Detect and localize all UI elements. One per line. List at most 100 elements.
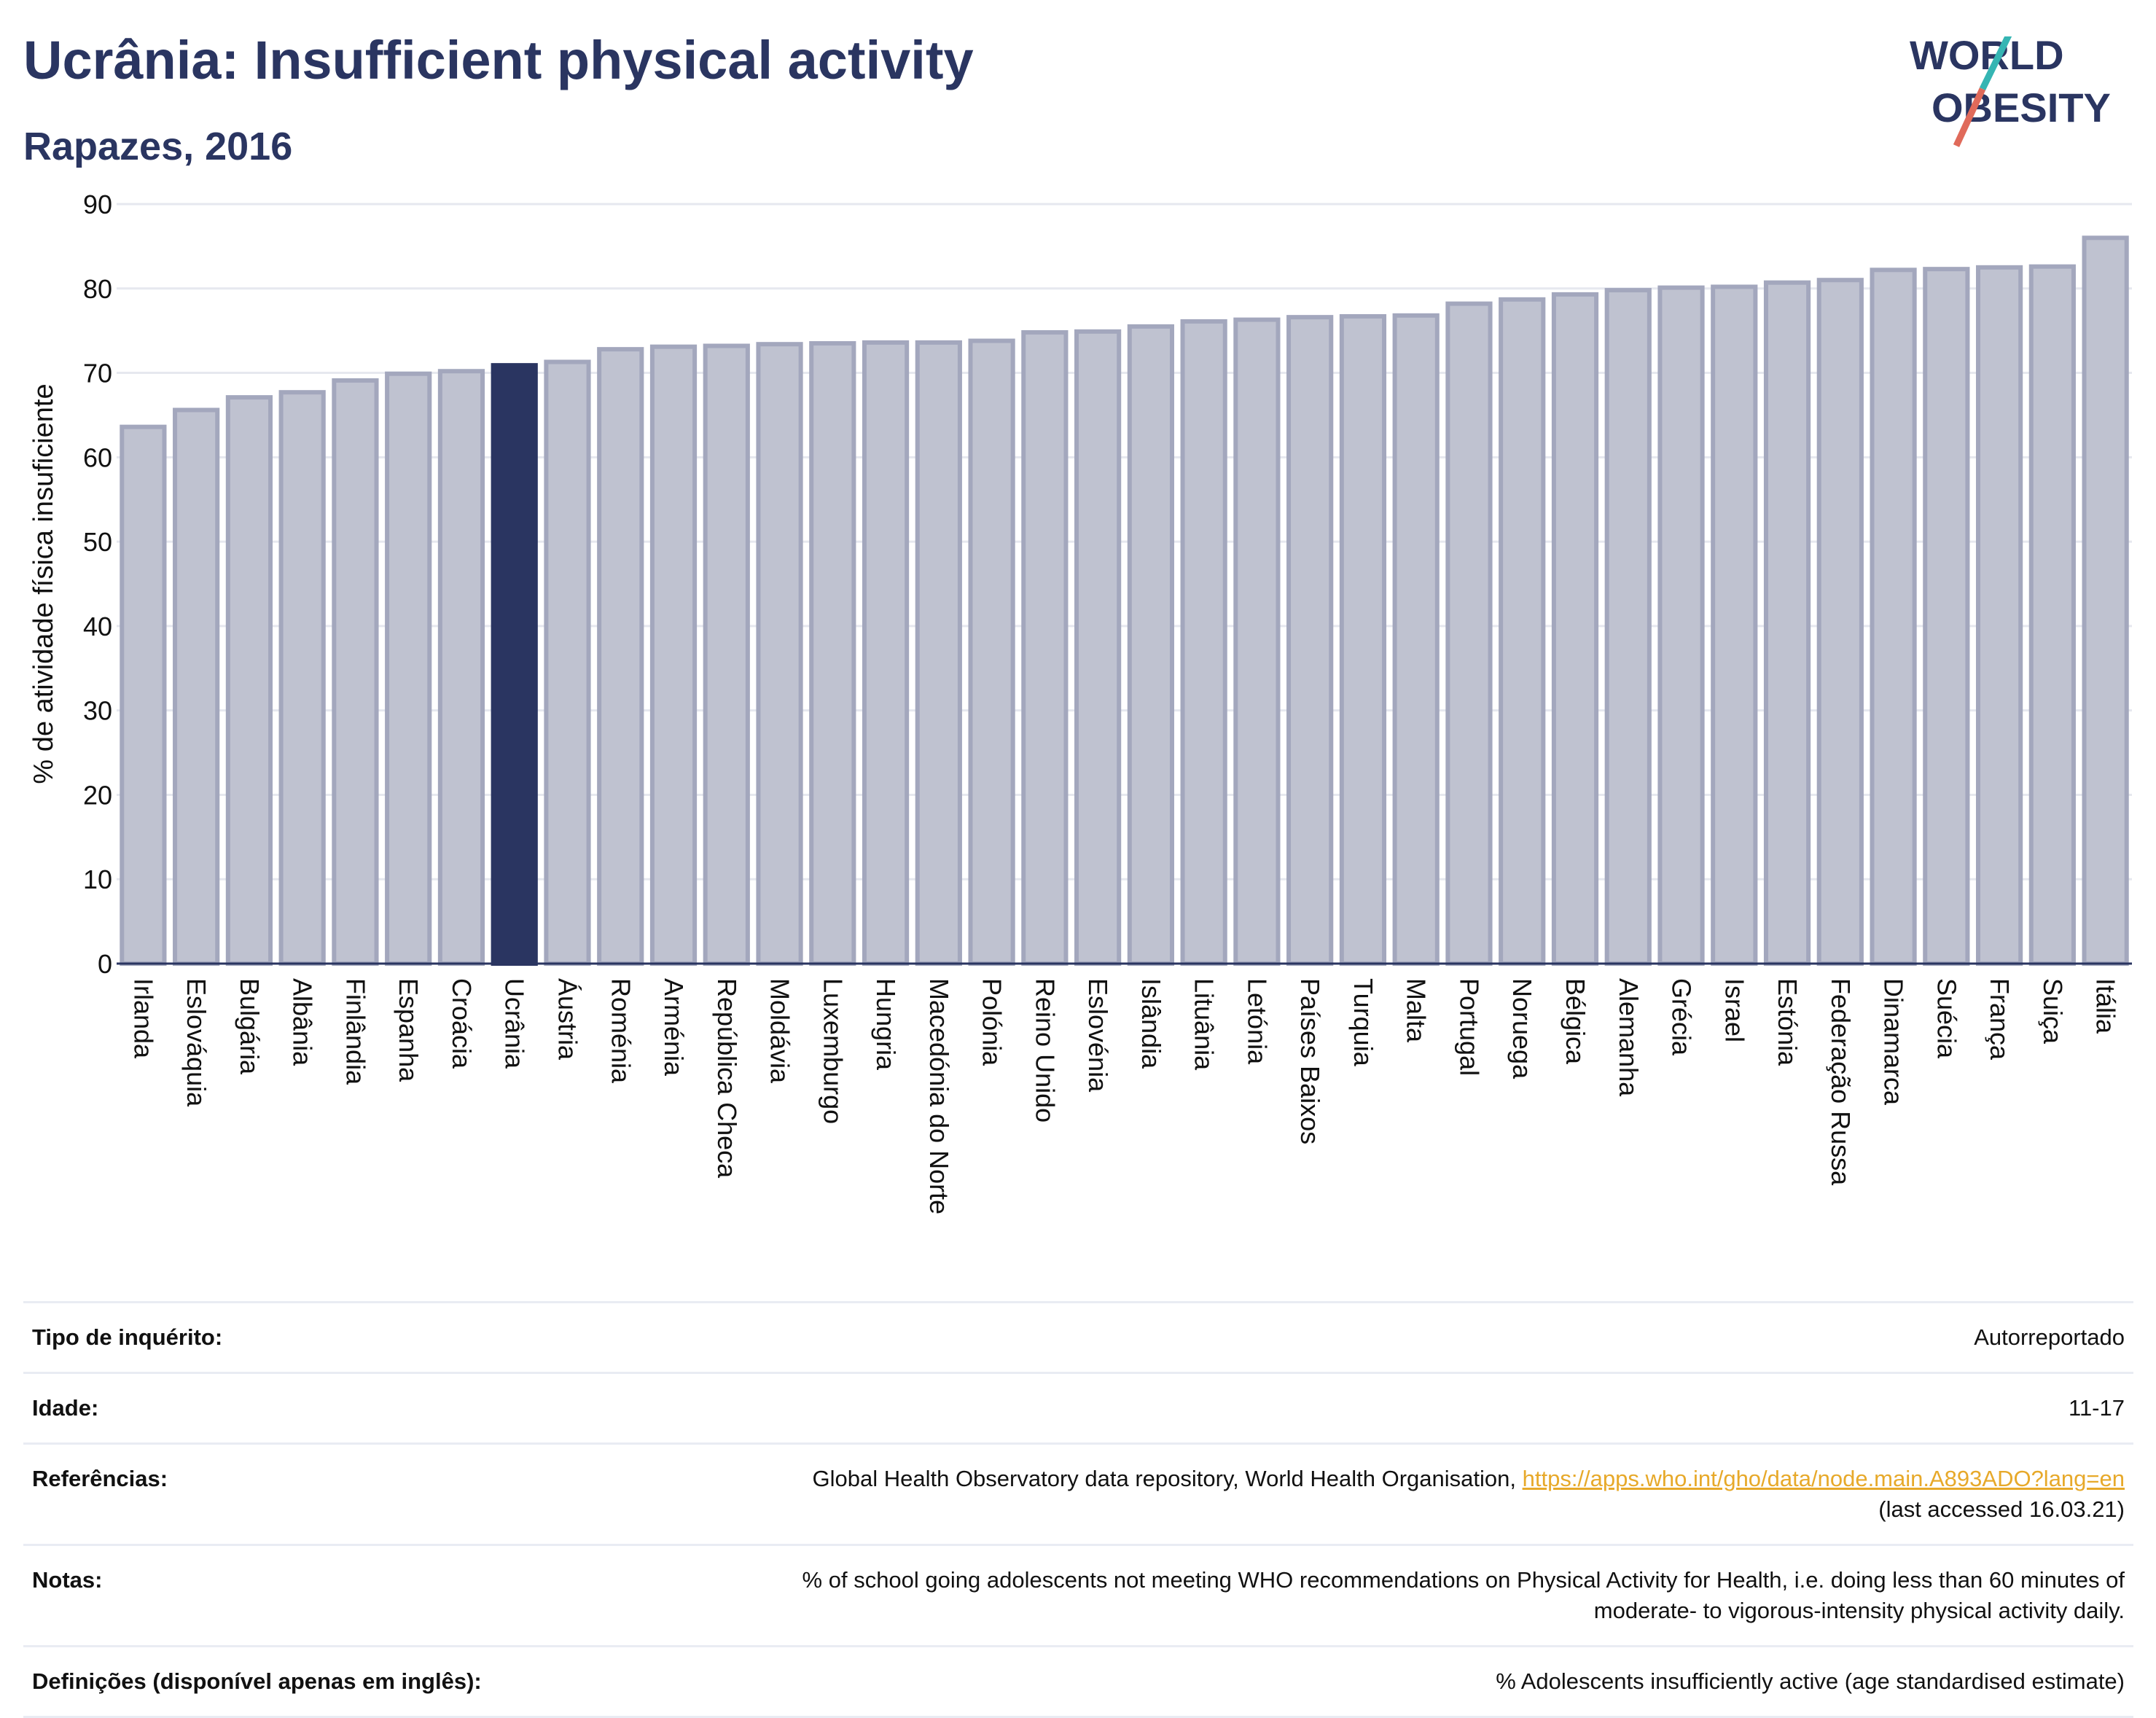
x-tick-label: Arménia [659, 978, 689, 1077]
notes-value: % of school going adolescents not meetin… [551, 1544, 2133, 1647]
x-tick-label: Portugal [1454, 978, 1484, 1076]
x-tick-label: Malta [1402, 978, 1432, 1043]
bar-países-baixos [1286, 315, 1334, 966]
bar-luxemburgo [809, 341, 856, 966]
bar-lituânia [1180, 319, 1227, 967]
y-axis-title: % de atividade física insuficiente [28, 383, 59, 784]
x-tick-label: Roménia [606, 978, 636, 1084]
bar-moldávia [756, 342, 803, 966]
bar-malta [1392, 313, 1440, 966]
bar-finlândia [332, 378, 379, 966]
x-tick-label: Islândia [1136, 978, 1166, 1069]
definitions-value: % Adolescents insufficiently active (age… [551, 1645, 2133, 1718]
info-row-survey-type: Tipo de inquérito: Autorreportado [23, 1301, 2133, 1373]
info-row-references: Referências: Global Health Observatory d… [23, 1442, 2133, 1545]
chart-title: Ucrânia: Insufficient physical activity [23, 30, 974, 90]
notes-label: Notas: [23, 1544, 551, 1647]
x-tick-label: Moldávia [765, 978, 795, 1084]
bar-federação-russa [1816, 278, 1864, 966]
x-tick-label: Países Baixos [1295, 978, 1325, 1144]
references-value: Global Health Observatory data repositor… [551, 1442, 2133, 1545]
x-axis-labels: Irlanda Eslováquia Bulgária Albânia Finlândi… [128, 978, 2120, 1214]
bar-suécia [1923, 267, 1970, 967]
bar-albânia [278, 390, 326, 966]
x-tick-label: Croácia [447, 978, 477, 1069]
x-tick-label: Bélgica [1561, 978, 1590, 1065]
bar-bélgica [1551, 292, 1599, 967]
notes-line-1: % of school going adolescents not meetin… [802, 1567, 2125, 1593]
x-tick-label: Albânia [288, 978, 318, 1066]
references-label: Referências: [23, 1442, 551, 1545]
bar-itália [2082, 235, 2129, 966]
x-tick-label: Ucrânia [500, 978, 530, 1069]
x-tick-label: Federação Russa [1826, 978, 1856, 1186]
logo-text-world: WORLD [1910, 36, 2064, 78]
bar-chart: 0 10 20 30 40 50 60 70 80 90 Irlanda Eslováquia Bul… [28, 190, 2132, 1214]
x-tick-label: Alemanha [1614, 978, 1644, 1097]
x-tick-label: Grécia [1667, 978, 1697, 1056]
x-tick-label: Áustria [552, 978, 582, 1061]
bar-portugal [1445, 301, 1493, 966]
y-tick-label: 20 [83, 780, 112, 810]
y-tick-label: 70 [83, 359, 112, 388]
chart-subtitle: Rapazes, 2016 [23, 125, 293, 168]
bar-reino-unido [1021, 329, 1069, 966]
x-tick-label: Suiça [2038, 978, 2068, 1045]
x-tick-label: Itália [2091, 978, 2121, 1034]
x-tick-label: Letónia [1242, 978, 1272, 1065]
logo-text-obesity: OBESITY [1932, 85, 2111, 130]
x-tick-label: República Checa [712, 978, 742, 1179]
world-obesity-logo: WORLD OBESITY [1910, 36, 2111, 147]
y-tick-label: 80 [83, 274, 112, 304]
definitions-label: Definições (disponível apenas em inglês)… [23, 1645, 551, 1718]
bar-roménia [597, 347, 644, 967]
y-tick-label: 10 [83, 864, 112, 894]
x-tick-label: Irlanda [128, 978, 158, 1059]
bar-grécia [1657, 285, 1705, 966]
x-tick-label: Eslováquia [181, 978, 211, 1107]
bar-áustria [544, 359, 591, 966]
bar-islândia [1127, 324, 1174, 966]
x-tick-label: Reino Unido [1030, 978, 1060, 1122]
bar-república-checa [703, 343, 750, 966]
bar-suiça [2028, 264, 2076, 967]
y-tick-label: 40 [83, 612, 112, 641]
bar-turquia [1339, 313, 1387, 966]
references-text: Global Health Observatory data repositor… [812, 1466, 1516, 1491]
bar-espanha [385, 371, 432, 966]
bar-croácia [437, 369, 485, 966]
bar-letónia [1233, 317, 1281, 967]
y-tick-label: 90 [83, 190, 112, 219]
x-tick-label: Hungria [871, 978, 901, 1071]
references-accessed: (last accessed 16.03.21) [1878, 1496, 2125, 1522]
bar-macedónia-do-norte [915, 340, 962, 966]
bar-noruega [1499, 297, 1546, 966]
bars [120, 235, 2129, 967]
logo-slash-red [1953, 87, 1986, 147]
x-tick-label: França [1985, 978, 2015, 1061]
bar-bulgária [225, 395, 273, 966]
x-tick-label: Bulgária [235, 978, 265, 1075]
y-tick-label: 0 [98, 949, 112, 979]
age-value: 11-17 [551, 1372, 2133, 1444]
info-row-definitions: Definições (disponível apenas em inglês)… [23, 1645, 2133, 1718]
info-row-age: Idade: 11-17 [23, 1372, 2133, 1444]
bar-polónia [968, 338, 1015, 966]
references-link[interactable]: https://apps.who.int/gho/data/node.main.… [1522, 1466, 2125, 1491]
survey-type-label: Tipo de inquérito: [23, 1301, 551, 1373]
y-tick-label: 60 [83, 442, 112, 472]
bar-eslováquia [173, 407, 220, 966]
bar-arménia [649, 344, 698, 967]
x-tick-label: Eslovénia [1083, 978, 1113, 1093]
bar-eslovénia [1074, 329, 1122, 966]
bar-israel [1711, 284, 1758, 966]
x-tick-label: Estónia [1773, 978, 1802, 1066]
x-tick-label: Dinamarca [1879, 978, 1909, 1106]
x-tick-label: Luxemburgo [818, 978, 848, 1124]
x-tick-label: Finlândia [340, 978, 370, 1085]
bar-estónia [1763, 280, 1811, 966]
y-tick-label: 50 [83, 527, 112, 557]
y-tick-label: 30 [83, 696, 112, 726]
survey-type-value: Autorreportado [551, 1301, 2133, 1373]
bar-alemanha [1604, 288, 1652, 966]
